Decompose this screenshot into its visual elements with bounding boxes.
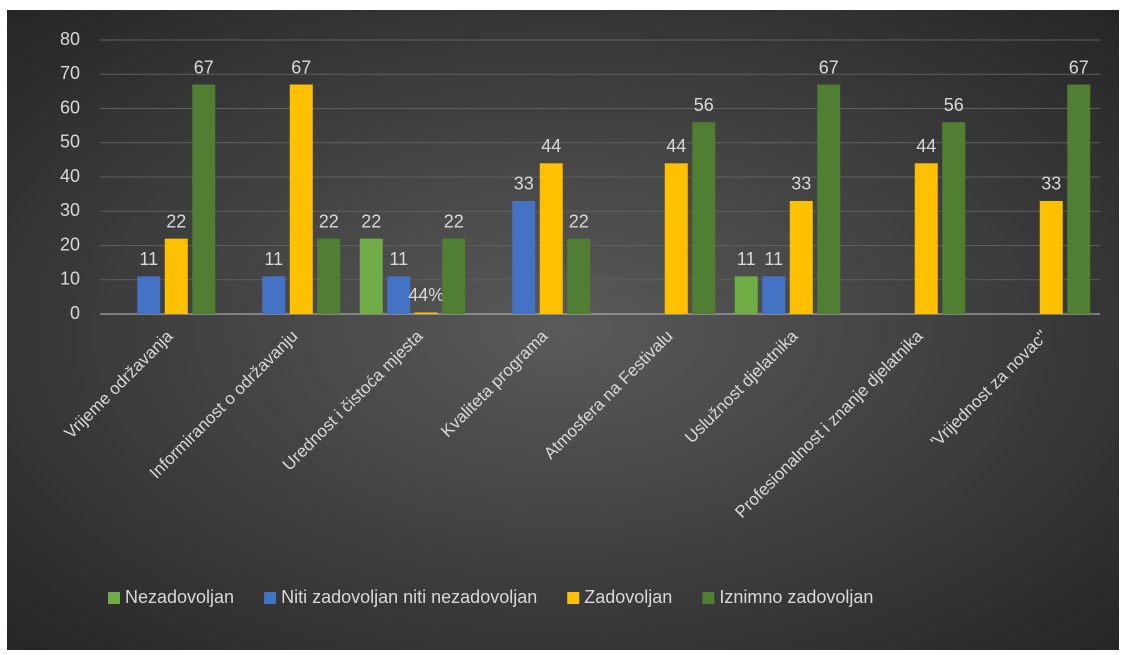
bar [914,163,938,314]
data-label: 44 [916,136,936,156]
data-label: 22 [361,211,381,231]
y-tick-label: 20 [60,234,80,254]
data-label: 11 [264,249,283,269]
data-label: 33 [1041,174,1061,194]
data-label: 67 [291,57,311,77]
bar [664,163,688,314]
bar [387,276,411,314]
data-label: 22 [166,211,186,231]
data-label: 22 [444,211,464,231]
bar [289,84,313,315]
data-label: 67 [1069,57,1089,77]
data-label: 33 [514,174,534,194]
y-tick-label: 40 [60,166,80,186]
legend-swatch [108,592,120,604]
data-label: 67 [194,57,214,77]
legend-label: Niti zadovoljan niti nezadovoljan [281,587,537,607]
legend-label: Zadovoljan [584,587,672,607]
data-label: 67 [819,57,839,77]
data-label: 33 [791,174,811,194]
data-label: 56 [944,95,964,115]
data-label: 11 [764,249,783,269]
data-label: 22 [319,211,339,231]
legend-label: Iznimno zadovoljan [719,587,873,607]
legend-label: Nezadovoljan [125,587,234,607]
bar [817,84,841,315]
legend-swatch [702,592,715,604]
data-label: 44 [666,136,686,156]
bar [762,276,786,314]
data-label: 44 [541,136,561,156]
y-tick-label: 0 [70,303,80,323]
y-tick-label: 70 [60,63,80,83]
y-tick-label: 60 [60,97,80,117]
bar [567,238,591,314]
bar [414,312,438,314]
bar [512,200,536,314]
data-label: 11 [389,249,408,269]
bar [317,238,341,314]
bar [789,200,813,314]
bar [262,276,286,314]
legend-swatch [264,592,277,604]
bar [692,122,716,314]
data-label: 11 [737,249,756,269]
data-label: 22 [569,211,589,231]
data-label: 44% [408,285,444,305]
data-label: 11 [139,249,158,269]
legend-swatch [567,592,580,604]
bar [164,238,188,314]
y-tick-label: 10 [60,269,80,289]
y-tick-label: 80 [60,29,80,49]
y-tick-label: 50 [60,132,80,152]
bar [1067,84,1091,315]
bar [1039,200,1063,314]
bar [734,276,758,314]
bar [137,276,161,314]
y-tick-label: 30 [60,200,80,220]
bar [192,84,216,315]
bar [442,238,466,314]
data-label: 56 [694,95,714,115]
bar [539,163,563,314]
bar [359,238,383,314]
bar [942,122,966,314]
